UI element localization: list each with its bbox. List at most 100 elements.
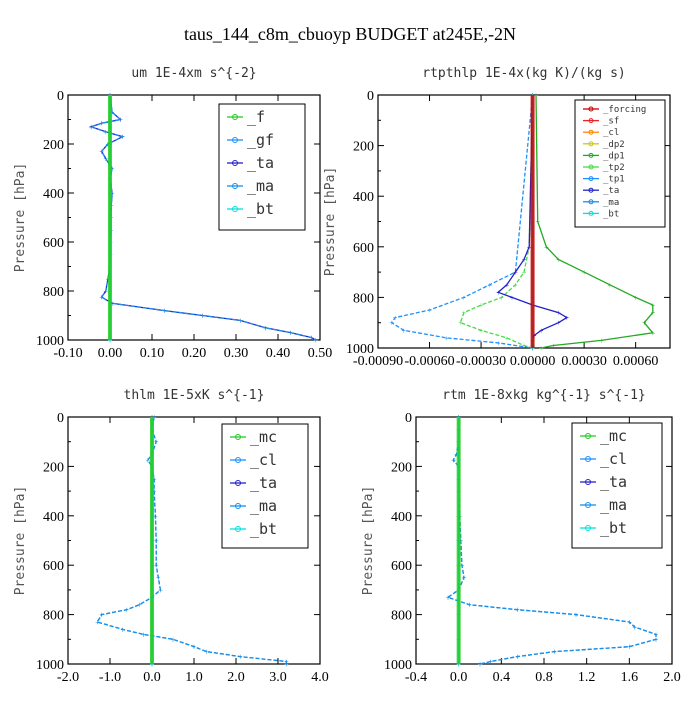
data-point: + xyxy=(150,660,155,669)
panel-um: um 1E-4xm s^{-2} Pressure [hPa] 0 200 400 600… xyxy=(13,66,332,361)
x-tick-label: 0.40 xyxy=(266,346,291,361)
data-point: + xyxy=(496,339,501,348)
legend-marker xyxy=(588,187,594,193)
series-line-tp2 xyxy=(459,94,534,349)
y-tick-label: 1000 xyxy=(346,342,374,357)
data-point: + xyxy=(99,293,104,302)
data-point: + xyxy=(154,438,159,447)
legend-entry: _ma xyxy=(247,177,274,195)
data-point: + xyxy=(150,660,155,669)
data-point: + xyxy=(402,326,407,335)
data-point: + xyxy=(556,255,561,264)
y-tick-label: 200 xyxy=(43,460,64,475)
data-point: + xyxy=(204,648,209,657)
data-point: + xyxy=(556,319,561,328)
data-point: + xyxy=(146,456,151,465)
y-tick-label: 1000 xyxy=(384,658,412,673)
data-point: + xyxy=(110,108,115,117)
data-point: + xyxy=(510,293,515,302)
data-point: + xyxy=(539,344,544,353)
y-tick-label: 200 xyxy=(391,460,412,475)
data-point: + xyxy=(192,643,197,652)
x-tick-label: 0.00060 xyxy=(613,354,659,369)
data-point: + xyxy=(389,319,394,328)
data-point: + xyxy=(288,329,293,338)
legend-marker xyxy=(232,160,238,166)
series-line-ma xyxy=(96,416,288,664)
legend-entry: _ta xyxy=(603,186,619,196)
legend-marker xyxy=(235,457,241,463)
series-line-tp1 xyxy=(390,94,534,349)
data-point: + xyxy=(154,561,159,570)
y-axis-label: Pressure [hPa] xyxy=(13,163,28,273)
data-point: + xyxy=(462,309,467,318)
y-tick-label: 200 xyxy=(353,140,374,155)
zero-series-band xyxy=(108,95,112,340)
x-tick-label: 4.0 xyxy=(311,670,329,685)
data-point: + xyxy=(110,165,115,174)
x-tick-label: 2.0 xyxy=(227,670,245,685)
data-point: + xyxy=(99,147,104,156)
data-point: + xyxy=(156,574,161,583)
legend-marker xyxy=(588,176,594,182)
legend-entry: _dp1 xyxy=(603,151,625,161)
panel-rtpthlp: rtpthlp 1E-4x(kg K)/(kg s) Pressure [hPa]… xyxy=(323,66,671,369)
data-point: + xyxy=(146,456,151,465)
data-point: + xyxy=(263,324,268,333)
data-point: + xyxy=(89,123,94,132)
legend-marker xyxy=(588,164,594,170)
data-point: + xyxy=(534,91,539,100)
legend-marker xyxy=(585,479,591,485)
data-point: + xyxy=(427,306,432,315)
legend-entry: _bt xyxy=(600,519,627,537)
y-axis-label: Pressure [hPa] xyxy=(361,486,376,596)
x-tick-label: 1.2 xyxy=(578,670,596,685)
x-tick-label: 0.10 xyxy=(140,346,165,361)
legend-marker xyxy=(588,129,594,135)
x-tick-label: 2.0 xyxy=(663,670,681,685)
data-point: + xyxy=(444,334,449,343)
data-point: + xyxy=(565,314,570,323)
data-point: + xyxy=(171,635,176,644)
legend-box xyxy=(571,422,663,549)
data-point: + xyxy=(314,336,319,345)
y-tick-label: 600 xyxy=(353,241,374,256)
x-tick-label: -0.00090 xyxy=(353,354,403,369)
legend-entry: _tp2 xyxy=(603,163,625,173)
x-tick-label: 3.0 xyxy=(269,670,287,685)
data-point: + xyxy=(95,618,100,627)
data-point: + xyxy=(654,630,659,639)
data-point: + xyxy=(309,334,314,343)
legend-entry: _ma xyxy=(600,496,627,514)
data-point: + xyxy=(544,243,549,252)
y-axis-label: Pressure [hPa] xyxy=(13,486,28,596)
data-point: + xyxy=(551,341,556,350)
legend-entry: _mc xyxy=(600,427,627,445)
data-point: + xyxy=(99,119,104,128)
data-point: + xyxy=(162,307,167,316)
legend-marker xyxy=(585,525,591,531)
legend-marker xyxy=(232,206,238,212)
data-point: + xyxy=(110,299,115,308)
legend-entry: _bt xyxy=(603,209,619,219)
data-point: + xyxy=(515,653,520,662)
x-tick-label: 0.0 xyxy=(143,670,161,685)
data-point: + xyxy=(530,344,535,353)
legend-entry: _ma xyxy=(603,198,619,208)
data-point: + xyxy=(110,299,115,308)
data-point: + xyxy=(535,218,540,227)
data-point: + xyxy=(137,601,142,610)
data-point: + xyxy=(462,293,467,302)
legend-marker xyxy=(588,199,594,205)
data-point: + xyxy=(627,643,632,652)
data-point: + xyxy=(108,336,113,345)
legend-marker xyxy=(588,106,594,112)
panel-rtm: rtm 1E-8xkg kg^{-1} s^{-1} Pressure [hPa]… xyxy=(361,388,681,685)
data-point: + xyxy=(530,344,535,353)
zero-series-band xyxy=(530,95,535,348)
x-tick-label: 0.00030 xyxy=(561,354,607,369)
data-point: + xyxy=(530,344,535,353)
data-point: + xyxy=(505,281,510,290)
x-tick-label: -0.4 xyxy=(405,670,427,685)
